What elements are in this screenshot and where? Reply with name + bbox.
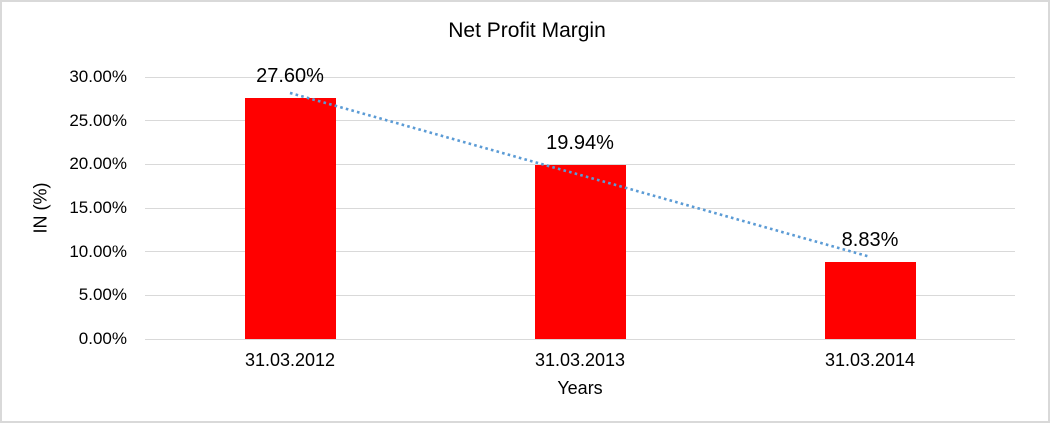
gridline [145,120,1015,122]
y-tick-label: 0.00% [78,329,127,348]
gridline [145,338,1015,340]
x-tick-label: 31.03.2012 [244,350,336,370]
x-tick-label: 31.03.2014 [824,350,916,370]
y-tick-label: 25.00% [69,110,127,130]
y-tick-label: 30.00% [69,67,127,86]
y-tick-label: 5.00% [78,285,127,305]
plot-area [145,76,1015,340]
trendline-segment [289,91,871,259]
gridline [145,76,1015,78]
gridline [145,163,1015,165]
bar-31.03.2012 [244,97,336,339]
y-tick-label: 10.00% [69,241,127,261]
trendline [289,91,871,259]
bar-31.03.2014 [824,261,916,339]
x-tick-label: 31.03.2013 [534,350,626,370]
bar-31.03.2013 [534,164,626,339]
data-label: 8.83% [841,228,899,251]
y-tick-label: 20.00% [69,154,127,174]
y-tick-label: 15.00% [69,198,127,217]
data-label: 27.60% [256,64,324,87]
data-label: 19.94% [546,131,614,154]
chart-title: Net Profit Margin [448,19,606,42]
x-axis-title: Years [557,378,603,398]
